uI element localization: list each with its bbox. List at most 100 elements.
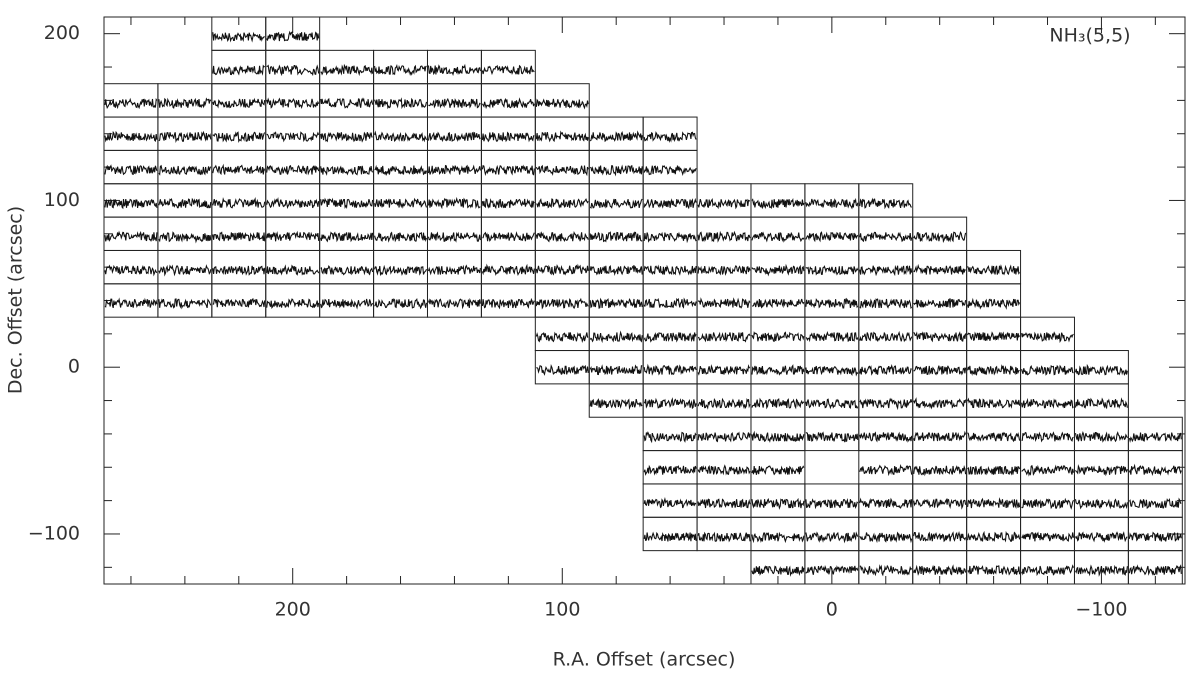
spectrum-trace xyxy=(859,564,913,577)
spectrum-cell xyxy=(696,183,752,218)
spectrum-cell xyxy=(211,249,267,285)
x-tick-label: −100 xyxy=(1075,599,1127,621)
spectrum-trace xyxy=(212,163,266,176)
spectrum-trace xyxy=(266,264,320,276)
spectrum-trace xyxy=(1074,498,1128,510)
spectrum-trace xyxy=(967,565,1021,576)
spectrum-trace xyxy=(481,131,535,143)
spectrum-trace xyxy=(697,297,751,309)
spectrum-trace xyxy=(859,497,913,509)
spectrum-trace xyxy=(535,130,589,143)
spectrum-trace xyxy=(697,364,751,376)
spectrum-cell xyxy=(373,49,428,85)
spectrum-cell xyxy=(480,83,536,118)
x-tick-label: 200 xyxy=(275,599,311,621)
spectrum-trace xyxy=(643,165,697,176)
spectrum-trace xyxy=(751,430,805,443)
spectrum-cell xyxy=(912,216,968,251)
spectrum-trace xyxy=(1128,497,1182,509)
spectrum-trace xyxy=(212,297,266,308)
spectrum-cell xyxy=(750,516,806,552)
spectrum-trace xyxy=(751,465,805,476)
spectrum-trace xyxy=(212,231,266,242)
spectrum-trace xyxy=(805,365,859,377)
spectrum-cell xyxy=(642,283,698,318)
spectrum-trace xyxy=(859,330,913,343)
spectrum-trace xyxy=(266,30,320,42)
spectrum-trace xyxy=(428,97,481,109)
spectrum-cell xyxy=(265,183,321,218)
spectrum-cell xyxy=(966,516,1022,552)
spectrum-cell xyxy=(642,316,698,352)
spectrum-cell xyxy=(211,283,267,318)
spectrum-trace xyxy=(859,197,912,210)
spectrum-cell xyxy=(319,283,375,318)
spectrum-trace xyxy=(158,264,212,277)
spectrum-trace xyxy=(967,497,1021,509)
x-tick-label: 0 xyxy=(826,599,838,621)
spectrum-trace xyxy=(643,431,697,444)
spectrum-trace xyxy=(158,298,212,310)
spectrum-trace xyxy=(481,263,535,277)
spectrum-trace xyxy=(482,231,535,242)
spectrum-trace xyxy=(643,131,697,143)
spectrum-trace xyxy=(589,198,643,209)
spectrum-trace xyxy=(1075,564,1128,577)
spectrum-trace xyxy=(104,198,158,210)
spectrum-trace xyxy=(913,397,967,410)
spectrum-trace xyxy=(427,231,481,243)
spectrum-trace xyxy=(1075,464,1128,477)
spectrum-cell xyxy=(696,350,752,385)
spectrum-trace xyxy=(590,164,643,177)
spectrum-trace xyxy=(805,398,859,410)
spectrum-trace xyxy=(697,464,751,476)
spectrum-trace xyxy=(481,164,535,177)
spectrum-trace xyxy=(374,231,428,243)
spectrum-trace xyxy=(158,97,212,109)
spectrum-trace xyxy=(481,297,535,310)
spectrum-trace xyxy=(859,298,913,309)
spectrum-trace xyxy=(266,298,320,309)
spectrum-trace xyxy=(697,531,751,543)
spectrum-trace xyxy=(913,297,967,309)
spectrum-trace xyxy=(1021,397,1074,409)
spectrum-trace xyxy=(1074,397,1128,410)
spectrum-cell xyxy=(157,216,213,251)
spectrum-trace xyxy=(805,297,859,309)
spectrum-trace xyxy=(805,331,859,343)
spectrum-trace xyxy=(212,64,266,76)
spectrum-trace xyxy=(266,131,320,143)
spectrum-trace xyxy=(1128,432,1182,443)
spectrum-trace xyxy=(481,64,535,76)
spectrum-cell xyxy=(642,516,698,552)
spectrum-cell xyxy=(373,149,428,185)
spectrum-trace xyxy=(374,197,428,209)
spectrum-cell xyxy=(319,149,375,185)
spectrum-trace xyxy=(913,530,967,543)
spectrum-cell xyxy=(1127,416,1183,452)
spectrum-trace xyxy=(589,398,643,410)
spectrum-cell xyxy=(1127,483,1183,518)
spectrum-trace xyxy=(751,397,805,410)
spectrum-trace xyxy=(913,564,967,576)
spectrum-trace xyxy=(859,463,913,477)
spectrum-trace xyxy=(805,431,859,443)
spectrum-trace xyxy=(158,231,212,244)
spectrum-trace xyxy=(967,297,1021,310)
spectrum-trace xyxy=(697,431,751,443)
spectrum-trace xyxy=(481,198,535,210)
spectrum-trace xyxy=(535,263,589,276)
spectrum-trace xyxy=(697,498,751,509)
spectrum-trace xyxy=(913,331,967,343)
spectrum-trace xyxy=(536,198,589,209)
spectrum-trace xyxy=(481,97,535,110)
spectrum-trace xyxy=(320,97,374,109)
spectrum-trace xyxy=(697,397,751,410)
spectrum-cell xyxy=(1127,550,1183,585)
spectrum-cell xyxy=(642,483,698,518)
spectrum-trace xyxy=(643,497,697,509)
spectrum-trace xyxy=(805,497,859,510)
spectrum-cell xyxy=(1073,483,1129,518)
spectrum-trace xyxy=(158,130,212,143)
spectrum-trace xyxy=(913,365,967,376)
